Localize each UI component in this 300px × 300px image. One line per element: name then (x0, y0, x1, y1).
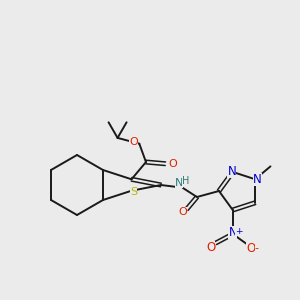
Text: N: N (175, 178, 183, 188)
Text: O: O (206, 241, 215, 254)
Text: O: O (246, 242, 255, 254)
Text: +: + (235, 226, 242, 236)
Text: -: - (255, 243, 259, 253)
Text: N: N (227, 166, 236, 178)
Text: N: N (228, 226, 237, 238)
Text: O: O (178, 207, 187, 217)
Text: O: O (168, 159, 177, 169)
Text: O: O (129, 137, 138, 147)
Text: S: S (130, 187, 137, 197)
Text: H: H (182, 176, 190, 186)
Text: N: N (253, 173, 262, 186)
